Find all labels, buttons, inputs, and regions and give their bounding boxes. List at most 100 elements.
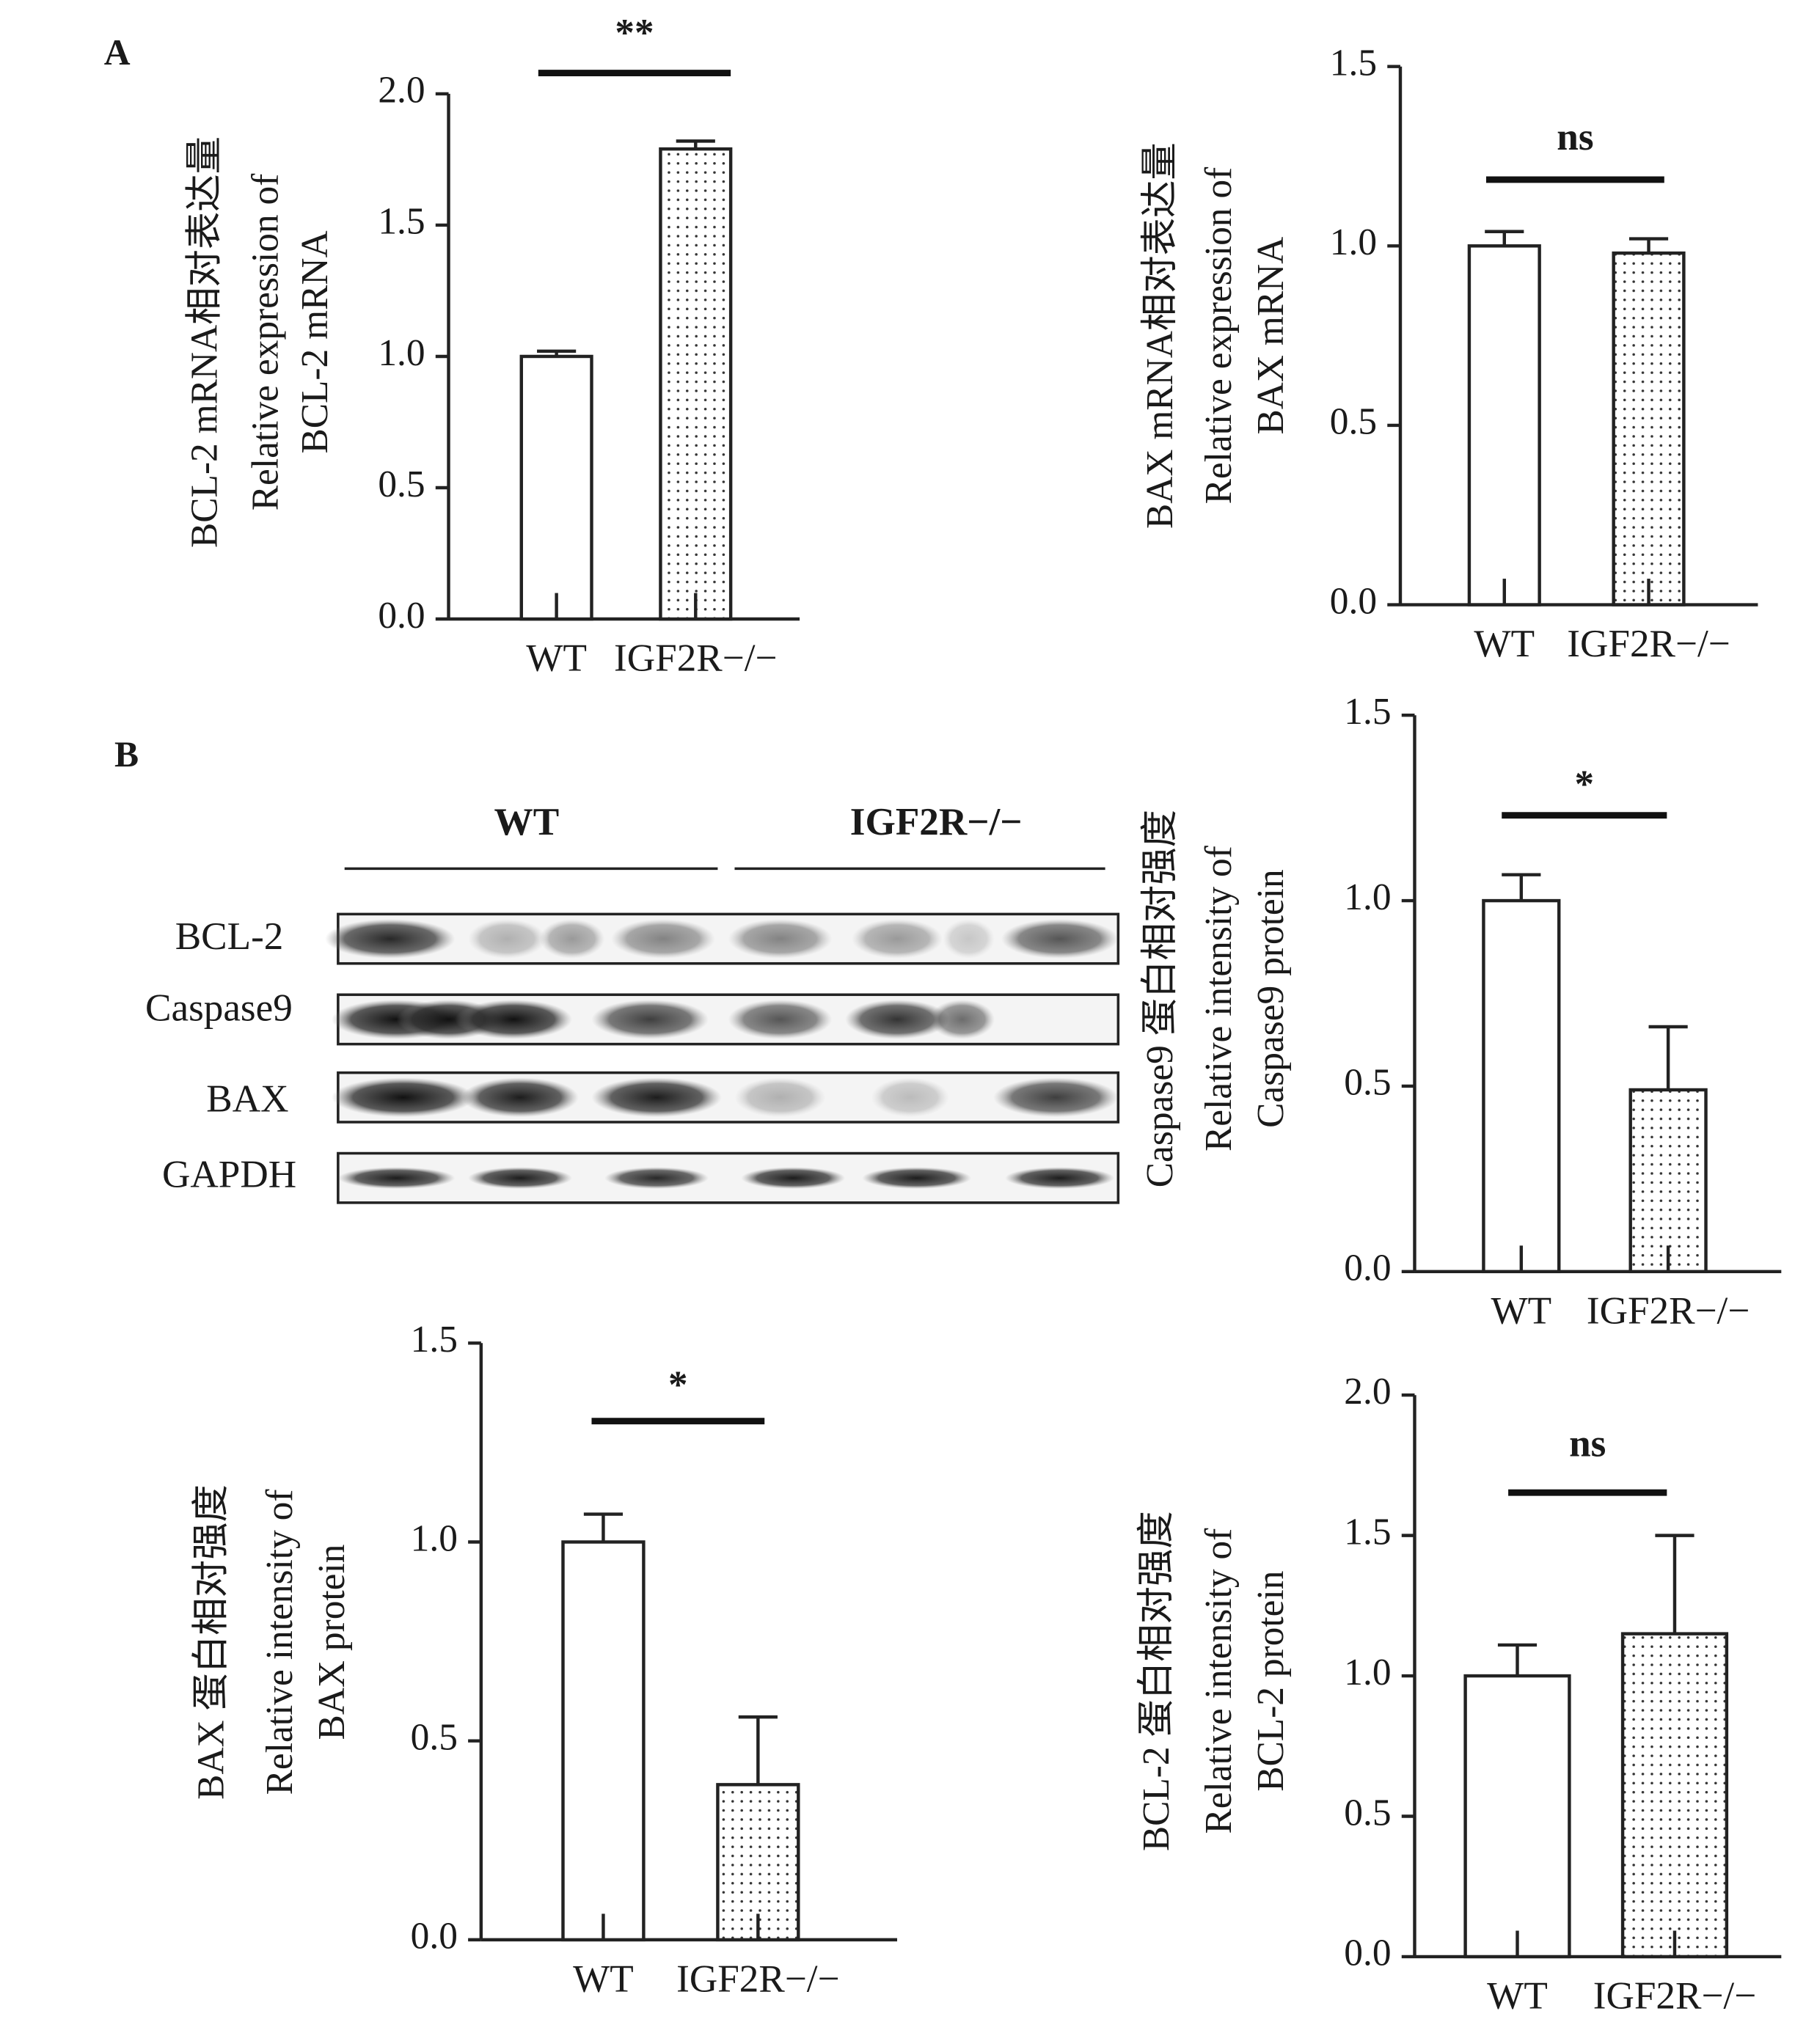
bar [1482,898,1561,1274]
bar [1620,1632,1729,1959]
group-label: IGF2R−/− [850,800,1023,843]
y-axis-label: Relative intensity of [259,1489,301,1795]
error-bar [1628,237,1669,254]
y-axis-label: Relative expression of [245,173,287,510]
blot-band [1005,1167,1115,1190]
significance-label: * [1574,763,1594,806]
y-tick-label: 1.0 [378,332,425,374]
row-label: Caspase9 [145,986,293,1030]
blot-band [943,919,995,959]
y-tick-label: 2.0 [378,70,425,111]
error-bar [1485,230,1524,246]
blot-band [1001,919,1119,959]
error-bar [1502,873,1541,901]
blot-band [728,919,833,959]
blot-band [455,1000,572,1039]
blot-band [728,1000,833,1039]
y-tick-label: 0.5 [1344,1792,1391,1834]
y-tick-label: 0.0 [1330,580,1377,622]
error-bar [1655,1534,1695,1634]
y-tick-label: 1.0 [1344,1652,1391,1693]
y-axis-label: Relative intensity of [1198,1528,1240,1834]
error-bar [583,1512,624,1542]
y-tick-label: 0.0 [411,1916,458,1957]
blot-band [337,1167,456,1190]
blot-band [331,1077,475,1118]
error-bar [676,139,715,150]
error-bar [1497,1643,1538,1677]
error-bar [1648,1025,1688,1091]
blot-band [468,1167,572,1190]
y-tick-label: 0.5 [378,464,425,505]
x-tick-label: IGF2R−/− [676,1957,839,2001]
y-axis-label: BAX mRNA [1250,237,1292,435]
y-tick-label: 0.5 [1344,1062,1391,1104]
blot-band [325,919,456,959]
blot-band [539,919,605,959]
x-tick-label: WT [1491,1289,1551,1333]
bar-chart: BAX mRNA相对表达量 Relative expression of BAX m… [1139,43,1758,665]
blot-band [591,1077,722,1118]
y-axis-label: Caspase9 protein [1250,869,1292,1128]
x-tick-label: IGF2R−/− [1593,1974,1756,2018]
y-tick-label: 1.0 [1330,221,1377,263]
y-tick-label: 1.5 [1344,691,1391,733]
y-tick-label: 0.0 [1344,1248,1391,1289]
blot-band [611,919,715,959]
y-tick-label: 2.0 [1344,1371,1391,1413]
western-blot: WT IGF2R−/− BCL-2 Caspase9 BAX GAPDH [145,800,1120,1204]
blot-band [871,1077,949,1118]
x-tick-label: WT [1487,1974,1548,2018]
y-axis-label: BAX mRNA相对表达量 [1139,142,1181,529]
significance-label: ** [615,11,654,54]
row-label: BAX [206,1077,288,1121]
significance-label: ns [1569,1421,1606,1465]
bar-chart: Caspase9 蛋白相对强度 Relative intensity of Casp… [1139,691,1782,1333]
blot-band [591,1000,709,1039]
y-tick-label: 1.5 [411,1319,458,1360]
y-tick-label: 1.5 [378,201,425,243]
y-tick-label: 1.5 [1330,43,1377,84]
bar-chart: BCL-2 mRNA相对表达量 Relative expression of BCL… [183,11,800,680]
x-tick-label: IGF2R−/− [1587,1289,1750,1333]
blot-band [741,1167,846,1190]
group-label: WT [494,800,560,843]
y-tick-label: 1.5 [1344,1511,1391,1553]
panel-label: B [114,734,139,774]
significance-label: ns [1557,115,1593,158]
blot-band [461,1077,579,1118]
blot-band [929,1000,995,1039]
y-axis-label: BCL-2 蛋白相对强度 [1136,1511,1177,1851]
y-axis-label: BAX 蛋白相对强度 [190,1484,232,1800]
significance-label: * [668,1363,688,1407]
blot-band [604,1167,709,1190]
y-axis-label: BCL-2 protein [1250,1571,1292,1792]
error-bar [537,349,577,356]
x-tick-label: IGF2R−/− [1567,622,1730,665]
row-label: BCL-2 [175,915,284,958]
panel-label: A [104,32,131,73]
y-axis-label: BAX protein [311,1545,353,1740]
bar-chart: BAX 蛋白相对强度 Relative intensity of BAX prote… [190,1319,898,2001]
bar [1467,244,1541,607]
x-tick-label: WT [1474,622,1535,665]
error-bar [738,1715,778,1785]
blot-band [862,1167,972,1190]
bar [1612,251,1686,607]
y-axis-label: Relative intensity of [1198,845,1240,1151]
y-tick-label: 0.5 [1330,401,1377,443]
blot-band [734,1077,826,1118]
bar [519,354,593,621]
x-tick-label: WT [526,637,587,680]
y-tick-label: 1.0 [411,1517,458,1559]
y-axis-label: BCL-2 mRNA相对表达量 [183,136,225,548]
x-tick-label: WT [573,1957,634,2001]
bar [659,147,733,621]
bar-chart: BCL-2 蛋白相对强度 Relative intensity of BCL-2 p… [1136,1371,1782,2018]
y-tick-label: 0.0 [378,595,425,637]
y-tick-label: 0.5 [411,1716,458,1758]
blot-band [851,919,943,959]
blot-band [845,1000,949,1039]
